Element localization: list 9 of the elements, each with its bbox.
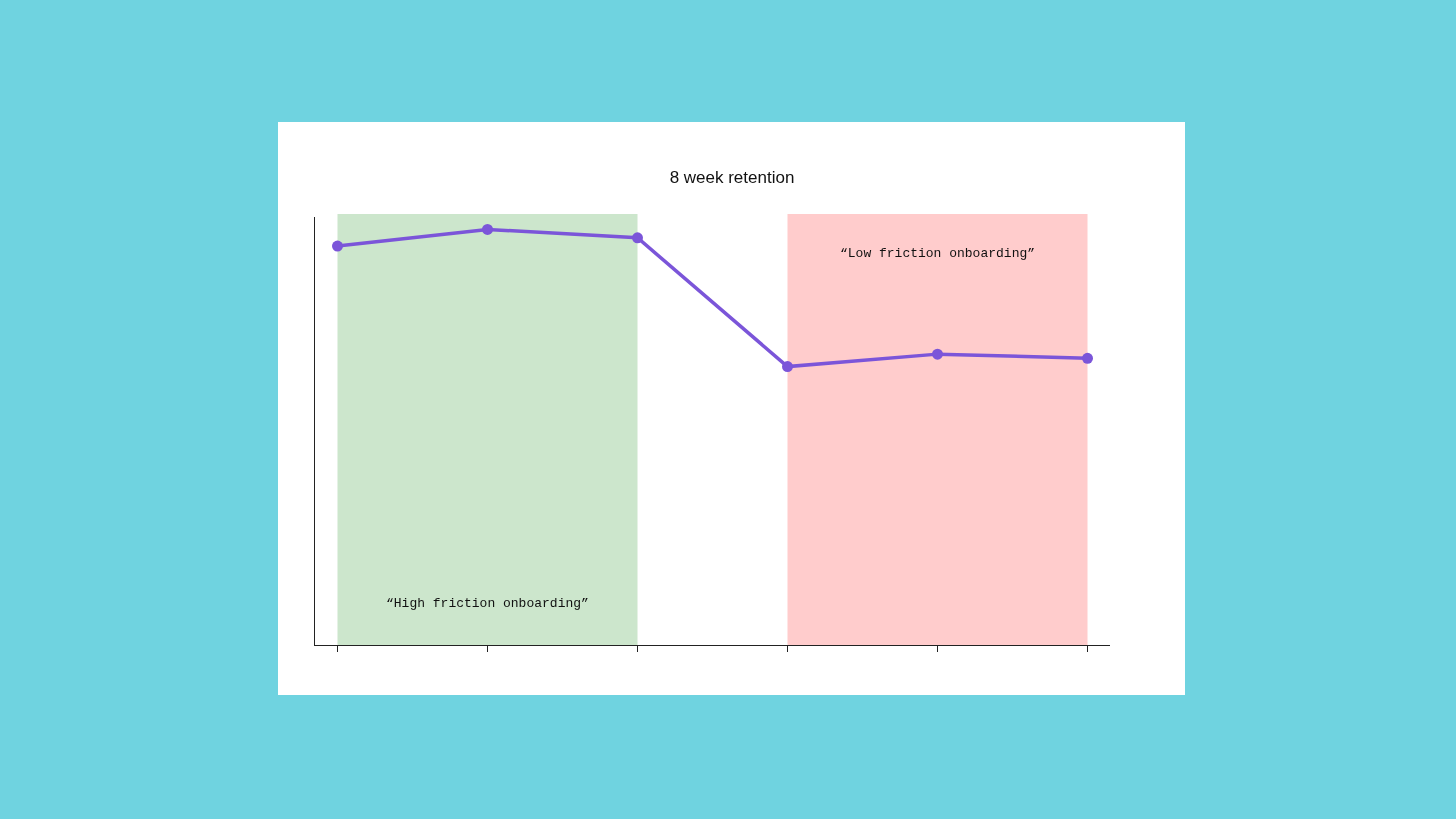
point [332, 240, 343, 252]
point [1082, 352, 1093, 364]
point [632, 232, 643, 244]
point [932, 348, 943, 360]
annotation: “Low friction onboarding” [840, 246, 1036, 261]
annotation: “High friction onboarding” [386, 596, 589, 611]
point [782, 361, 793, 373]
point [482, 223, 493, 235]
chart-title: 8 week retention [669, 167, 795, 187]
